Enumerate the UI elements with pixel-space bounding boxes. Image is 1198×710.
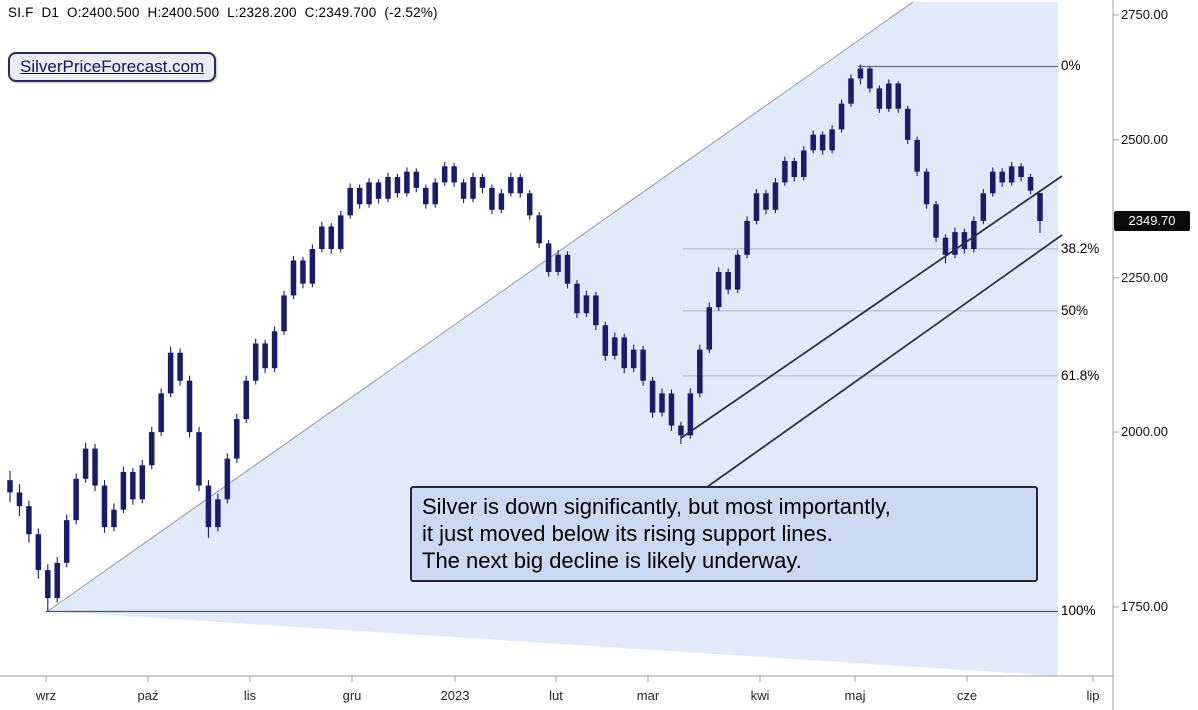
- x-axis-label: mar: [636, 688, 660, 703]
- x-axis-label: kwi: [750, 688, 770, 703]
- x-axis-label: maj: [844, 688, 866, 703]
- ohlc-readout: SI.F D1 O:2400.500 H:2400.500 L:2328.200…: [8, 5, 438, 20]
- y-axis-label: 2000.00: [1121, 424, 1168, 440]
- x-axis-label: cze: [956, 688, 978, 703]
- x-axis-label: lut: [549, 688, 563, 703]
- fib-level-label: 100%: [1061, 603, 1096, 619]
- x-axis-label: paź: [137, 688, 159, 703]
- annotation-note: Silver is down significantly, but most i…: [410, 486, 1038, 582]
- annotation-line-1: Silver is down significantly, but most i…: [422, 494, 891, 519]
- y-axis-label: 2250.00: [1121, 269, 1168, 285]
- fib-level-label: 50%: [1061, 302, 1089, 318]
- x-axis-label: gru: [342, 688, 362, 703]
- annotation-line-2: it just moved below its rising support l…: [422, 521, 833, 546]
- y-axis-label: 2750.00: [1121, 7, 1168, 22]
- fib-level-label: 61.8%: [1061, 367, 1100, 383]
- fib-level-label: 0%: [1061, 58, 1081, 74]
- y-axis-label: 1750.00: [1121, 599, 1168, 614]
- y-axis-label: 2500.00: [1121, 131, 1168, 147]
- x-axis-label: lis: [243, 688, 257, 703]
- watermark-text: SilverPriceForecast.com: [20, 57, 205, 76]
- x-axis-label: 2023: [440, 688, 470, 703]
- x-axis-label: wrz: [35, 688, 57, 703]
- annotation-line-3: The next big decline is likely underway.: [422, 548, 802, 573]
- watermark-badge: SilverPriceForecast.com: [8, 52, 217, 82]
- fib-level-label: 38.2%: [1061, 240, 1100, 256]
- x-axis-label: lip: [1086, 688, 1100, 703]
- current-price-badge: 2349.70: [1114, 211, 1190, 232]
